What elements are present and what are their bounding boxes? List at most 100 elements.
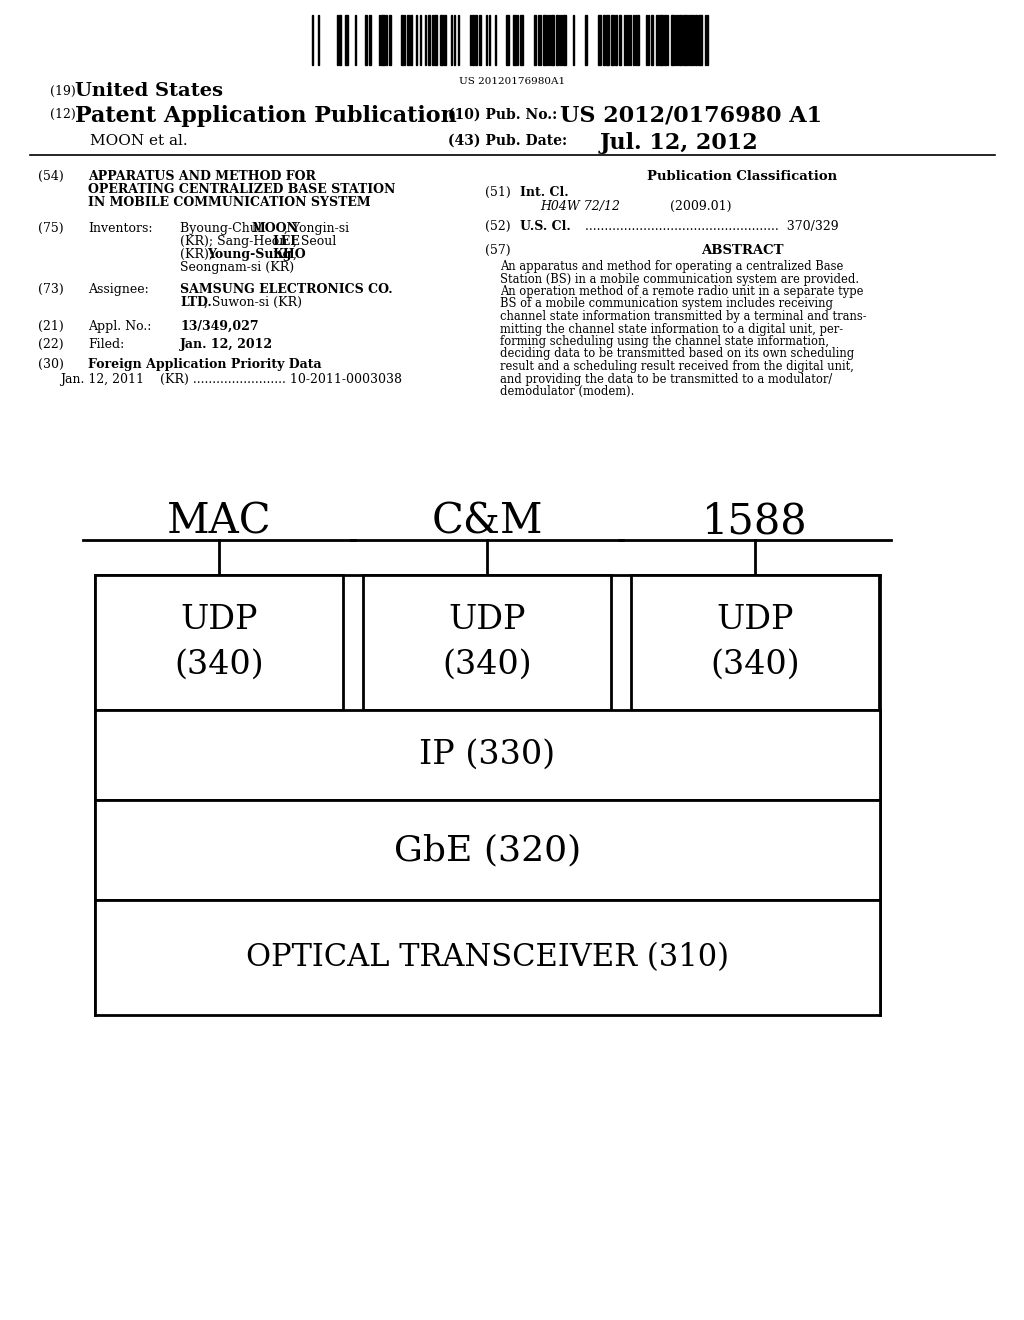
Text: APPARATUS AND METHOD FOR: APPARATUS AND METHOD FOR: [88, 170, 315, 183]
Text: KHO: KHO: [272, 248, 305, 261]
Bar: [618, 15, 621, 65]
Text: (43) Pub. Date:: (43) Pub. Date:: [449, 135, 567, 148]
Text: and providing the data to be transmitted to a modulator/: and providing the data to be transmitted…: [500, 372, 833, 385]
Bar: [684, 15, 687, 65]
Text: demodulator (modem).: demodulator (modem).: [500, 385, 635, 399]
Text: UDP
(340): UDP (340): [174, 605, 264, 681]
Text: Patent Application Publication: Patent Application Publication: [75, 106, 457, 127]
Text: , Seoul: , Seoul: [293, 235, 336, 248]
Bar: [606, 15, 609, 65]
Text: IP (330): IP (330): [420, 739, 556, 771]
Bar: [479, 15, 481, 65]
Text: LTD.: LTD.: [180, 296, 212, 309]
Text: Young-Sung: Young-Sung: [207, 248, 296, 261]
Bar: [679, 15, 681, 65]
Bar: [339, 15, 341, 65]
Text: Assignee:: Assignee:: [88, 282, 148, 296]
Bar: [651, 15, 653, 65]
Text: LEE: LEE: [272, 235, 300, 248]
Bar: [95, 800, 880, 900]
Text: , Yongin-si: , Yongin-si: [284, 222, 349, 235]
Bar: [410, 15, 412, 65]
Bar: [506, 15, 509, 65]
Bar: [598, 15, 601, 65]
Bar: [520, 15, 523, 65]
Bar: [407, 15, 409, 65]
Text: (30): (30): [38, 358, 63, 371]
Text: MAC: MAC: [167, 500, 271, 543]
Text: SAMSUNG ELECTRONICS CO.: SAMSUNG ELECTRONICS CO.: [180, 282, 392, 296]
Text: An apparatus and method for operating a centralized Base: An apparatus and method for operating a …: [500, 260, 844, 273]
Bar: [698, 15, 702, 65]
Bar: [690, 15, 692, 65]
Bar: [345, 15, 348, 65]
Text: Jul. 12, 2012: Jul. 12, 2012: [600, 132, 759, 154]
Bar: [428, 15, 430, 65]
Bar: [603, 15, 605, 65]
Text: H04W 72/12: H04W 72/12: [540, 201, 620, 213]
Bar: [615, 15, 617, 65]
Text: result and a scheduling result received from the digital unit,: result and a scheduling result received …: [500, 360, 854, 374]
Bar: [585, 15, 587, 65]
Text: Foreign Application Priority Data: Foreign Application Priority Data: [88, 358, 322, 371]
Bar: [389, 15, 391, 65]
Text: Int. Cl.: Int. Cl.: [520, 186, 568, 199]
Bar: [556, 15, 558, 65]
Text: channel state information transmitted by a terminal and trans-: channel state information transmitted by…: [500, 310, 866, 323]
Bar: [381, 15, 385, 65]
Text: GbE (320): GbE (320): [394, 833, 582, 867]
Text: ..................................................  370/329: ........................................…: [585, 220, 839, 234]
Text: BS of a mobile communication system includes receiving: BS of a mobile communication system incl…: [500, 297, 833, 310]
Text: (54): (54): [38, 170, 63, 183]
Bar: [440, 15, 443, 65]
Bar: [369, 15, 371, 65]
Text: 13/349,027: 13/349,027: [180, 319, 259, 333]
Text: (10) Pub. No.:: (10) Pub. No.:: [449, 108, 557, 121]
Bar: [637, 15, 639, 65]
Text: (KR);: (KR);: [180, 248, 217, 261]
Text: IN MOBILE COMMUNICATION SYSTEM: IN MOBILE COMMUNICATION SYSTEM: [88, 195, 371, 209]
Text: UDP
(340): UDP (340): [711, 605, 800, 681]
Text: An operation method of a remote radio unit in a separate type: An operation method of a remote radio un…: [500, 285, 863, 298]
Bar: [95, 900, 880, 1015]
Text: (75): (75): [38, 222, 63, 235]
Bar: [563, 15, 566, 65]
Text: ABSTRACT: ABSTRACT: [701, 244, 783, 257]
Text: (2009.01): (2009.01): [670, 201, 731, 213]
Text: Appl. No.:: Appl. No.:: [88, 319, 152, 333]
Text: mitting the channel state information to a digital unit, per-: mitting the channel state information to…: [500, 322, 843, 335]
Bar: [534, 15, 536, 65]
Bar: [695, 15, 697, 65]
Text: 1588: 1588: [702, 500, 808, 543]
Bar: [671, 15, 674, 65]
Text: (22): (22): [38, 338, 63, 351]
Bar: [543, 15, 546, 65]
Text: US 2012/0176980 A1: US 2012/0176980 A1: [560, 106, 822, 127]
Text: (12): (12): [50, 108, 76, 121]
Text: , Suwon-si (KR): , Suwon-si (KR): [204, 296, 302, 309]
Text: Filed:: Filed:: [88, 338, 124, 351]
Bar: [475, 15, 477, 65]
Bar: [659, 15, 663, 65]
Text: ,: ,: [293, 248, 297, 261]
Text: Seongnam-si (KR): Seongnam-si (KR): [180, 261, 294, 275]
Bar: [365, 15, 367, 65]
Bar: [434, 15, 437, 65]
Text: MOON: MOON: [252, 222, 299, 235]
Text: (73): (73): [38, 282, 63, 296]
Bar: [444, 15, 446, 65]
Bar: [95, 710, 880, 800]
Text: US 20120176980A1: US 20120176980A1: [459, 77, 565, 86]
Text: Jan. 12, 2011    (KR) ........................ 10-2011-0003038: Jan. 12, 2011 (KR) .....................…: [60, 374, 402, 385]
Text: Station (BS) in a mobile communication system are provided.: Station (BS) in a mobile communication s…: [500, 272, 859, 285]
Text: (19): (19): [50, 84, 76, 98]
Text: MOON et al.: MOON et al.: [90, 135, 187, 148]
Bar: [401, 15, 403, 65]
Text: Jan. 12, 2012: Jan. 12, 2012: [180, 338, 273, 351]
Text: (KR); Sang-Heon: (KR); Sang-Heon: [180, 235, 291, 248]
Text: Byoung-Chul: Byoung-Chul: [180, 222, 266, 235]
Bar: [472, 15, 474, 65]
Text: OPERATING CENTRALIZED BASE STATION: OPERATING CENTRALIZED BASE STATION: [88, 183, 395, 195]
Text: (21): (21): [38, 319, 63, 333]
Text: C&M: C&M: [431, 500, 543, 543]
